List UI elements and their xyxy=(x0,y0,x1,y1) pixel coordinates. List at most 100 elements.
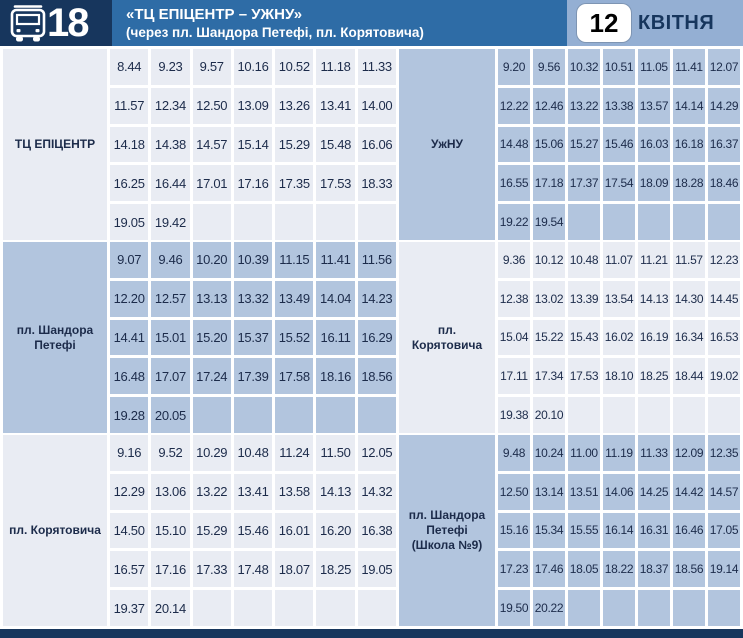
time-cell: 17.53 xyxy=(568,358,600,395)
time-cell: 20.22 xyxy=(533,590,565,626)
time-cell: 16.06 xyxy=(357,126,396,163)
time-cell: 11.21 xyxy=(638,242,670,278)
time-cell: 12.23 xyxy=(708,242,740,278)
time-cell: 8.44 xyxy=(110,49,149,85)
time-cell: 17.34 xyxy=(533,358,565,395)
time-cell: 11.19 xyxy=(603,435,635,471)
time-cell: 19.14 xyxy=(708,551,740,588)
time-cell: 11.50 xyxy=(316,435,355,471)
time-cell: 10.24 xyxy=(533,435,565,471)
time-cell: 18.05 xyxy=(568,551,600,588)
time-cell-empty xyxy=(673,397,705,433)
time-cell: 18.37 xyxy=(638,551,670,588)
time-cell: 14.57 xyxy=(708,473,740,510)
time-cell-empty xyxy=(192,590,231,626)
time-cell: 11.56 xyxy=(357,242,396,278)
route-subtitle: (через пл. Шандора Петефі, пл. Корятович… xyxy=(126,25,424,40)
time-cell: 16.34 xyxy=(673,319,705,356)
time-cell: 9.48 xyxy=(498,435,530,471)
time-cell: 16.31 xyxy=(638,512,670,549)
time-cell: 14.14 xyxy=(673,87,705,124)
time-cell: 11.00 xyxy=(568,435,600,471)
time-cell: 9.56 xyxy=(533,49,565,85)
time-cell: 19.22 xyxy=(498,204,530,240)
date-day: 12 xyxy=(589,7,619,38)
time-cell: 17.11 xyxy=(498,358,530,395)
time-cell: 18.25 xyxy=(638,358,670,395)
time-cell: 9.52 xyxy=(151,435,190,471)
time-cell: 15.14 xyxy=(233,126,273,163)
time-cell: 17.35 xyxy=(275,165,314,202)
stop-label-right: пл. Корятовича xyxy=(399,242,495,433)
date-month: КВІТНЯ xyxy=(638,11,715,34)
time-cell-empty xyxy=(357,204,396,240)
time-cell: 13.58 xyxy=(275,473,314,510)
time-cell: 19.05 xyxy=(357,551,396,588)
time-cell: 13.09 xyxy=(233,87,273,124)
time-cell: 17.05 xyxy=(708,512,740,549)
time-cell: 16.11 xyxy=(316,319,355,356)
time-cell: 10.20 xyxy=(192,242,231,278)
time-cell: 15.10 xyxy=(151,512,190,549)
time-cell: 15.52 xyxy=(275,319,314,356)
time-cell: 12.34 xyxy=(151,87,190,124)
time-cell-empty xyxy=(357,590,396,626)
stop-label-left: пл. Шандора Петефі xyxy=(3,242,107,433)
time-cell: 9.20 xyxy=(498,49,530,85)
time-cell: 18.09 xyxy=(638,165,670,202)
time-cell: 19.05 xyxy=(110,204,149,240)
time-cell: 16.25 xyxy=(110,165,149,202)
time-cell: 17.24 xyxy=(192,358,231,395)
time-cell: 16.20 xyxy=(316,512,355,549)
time-cell: 18.28 xyxy=(673,165,705,202)
time-cell: 16.19 xyxy=(638,319,670,356)
time-cell: 16.53 xyxy=(708,319,740,356)
time-cell-empty xyxy=(568,590,600,626)
time-grid-left: 8.44 9.23 9.57 10.16 10.52 11.18 11.33 11.57 12.… xyxy=(110,49,396,240)
time-cell: 10.16 xyxy=(233,49,273,85)
time-cell: 11.41 xyxy=(673,49,705,85)
time-cell: 12.57 xyxy=(151,280,190,317)
time-cell: 16.48 xyxy=(110,358,149,395)
route-title: «ТЦ ЕПІЦЕНТР – УЖНУ» xyxy=(126,6,303,23)
time-cell: 10.12 xyxy=(533,242,565,278)
stop-label-left: ТЦ ЕПІЦЕНТР xyxy=(3,49,107,240)
time-grid-left: 9.07 9.46 10.20 10.39 11.15 11.41 11.56 12.20 12… xyxy=(110,242,396,433)
time-cell: 13.06 xyxy=(151,473,190,510)
time-cell: 15.37 xyxy=(233,319,273,356)
time-cell: 16.38 xyxy=(357,512,396,549)
route-number: 18 xyxy=(47,1,89,45)
time-cell: 15.29 xyxy=(192,512,231,549)
time-cell: 19.37 xyxy=(110,590,149,626)
header-route-section: 18 xyxy=(0,0,112,46)
time-cell: 12.20 xyxy=(110,280,149,317)
time-cell: 20.14 xyxy=(151,590,190,626)
time-cell: 17.39 xyxy=(233,358,273,395)
time-cell: 15.04 xyxy=(498,319,530,356)
time-cell: 11.18 xyxy=(316,49,355,85)
time-cell: 12.22 xyxy=(498,87,530,124)
time-cell-empty xyxy=(708,590,740,626)
time-cell-empty xyxy=(316,590,355,626)
time-cell: 16.01 xyxy=(275,512,314,549)
time-cell: 14.41 xyxy=(110,319,149,356)
time-cell: 13.41 xyxy=(233,473,273,510)
time-cell: 9.23 xyxy=(151,49,190,85)
time-cell: 9.46 xyxy=(151,242,190,278)
time-cell: 18.07 xyxy=(275,551,314,588)
time-cell: 18.56 xyxy=(673,551,705,588)
time-cell: 14.42 xyxy=(673,473,705,510)
time-cell: 14.23 xyxy=(357,280,396,317)
time-cell: 15.20 xyxy=(192,319,231,356)
time-cell: 13.26 xyxy=(275,87,314,124)
time-cell: 18.10 xyxy=(603,358,635,395)
time-cell-empty xyxy=(568,397,600,433)
time-cell: 18.33 xyxy=(357,165,396,202)
time-cell-empty xyxy=(603,590,635,626)
time-cell: 14.48 xyxy=(498,126,530,163)
time-cell-empty xyxy=(233,204,273,240)
time-cell-empty xyxy=(275,204,314,240)
time-cell: 15.46 xyxy=(233,512,273,549)
time-cell: 13.22 xyxy=(192,473,231,510)
time-cell: 15.55 xyxy=(568,512,600,549)
